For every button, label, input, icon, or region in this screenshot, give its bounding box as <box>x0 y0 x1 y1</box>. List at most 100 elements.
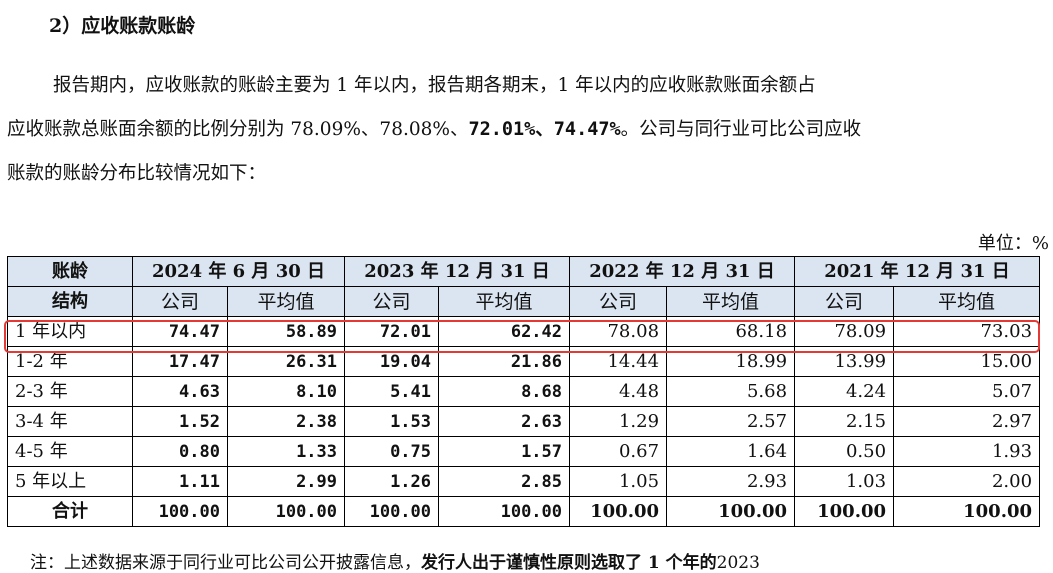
section-heading: 2）应收账款账龄 <box>49 15 196 37</box>
cell-c22: 4.48 <box>569 376 668 407</box>
row-label: 4-5 年 <box>7 436 133 467</box>
cell-a21: 2.00 <box>893 466 1041 497</box>
cell-a22: 2.93 <box>666 466 796 497</box>
sub-header-company: 公司 <box>569 286 668 317</box>
cell-c21: 0.50 <box>794 436 895 467</box>
footnote-text: 注：上述数据来源于同行业可比公司公开披露信息， <box>30 553 421 573</box>
cell-a23: 2.63 <box>438 406 571 437</box>
cell-c23: 1.26 <box>344 466 440 497</box>
cell-a21: 1.93 <box>893 436 1041 467</box>
cell-c22: 1.29 <box>569 406 668 437</box>
header-row-sub: 结构 公司 平均值 公司 平均值 公司 平均值 公司 平均值 <box>7 286 1041 317</box>
cell-c22: 0.67 <box>569 436 668 467</box>
cell-a22: 5.68 <box>666 376 796 407</box>
cell-c23: 0.75 <box>344 436 440 467</box>
cell-c22: 78.08 <box>569 316 668 347</box>
cell-a22: 2.57 <box>666 406 796 437</box>
cell-c23: 1.53 <box>344 406 440 437</box>
cell-a23: 2.85 <box>438 466 571 497</box>
table-row: 4-5 年 0.80 1.33 0.75 1.57 0.67 1.64 0.50 1.93 <box>7 436 1041 467</box>
cell-c21: 4.24 <box>794 376 895 407</box>
cell-c24: 100.00 <box>132 496 228 527</box>
table-row: 1-2 年 17.47 26.31 19.04 21.86 14.44 18.99 13.99… <box>7 346 1041 377</box>
table-row: 3-4 年 1.52 2.38 1.53 2.63 1.29 2.57 2.15 2.97 <box>7 406 1041 437</box>
sub-header-average: 平均值 <box>666 286 796 317</box>
cell-a24: 2.38 <box>226 406 346 437</box>
sub-header-average: 平均值 <box>893 286 1041 317</box>
sub-header-average: 平均值 <box>438 286 571 317</box>
cell-a21: 2.97 <box>893 406 1041 437</box>
cell-a22: 68.18 <box>666 316 796 347</box>
cell-a23: 1.57 <box>438 436 571 467</box>
cell-a23: 21.86 <box>438 346 571 377</box>
footnote-bold: 发行人出于谨慎性原则选取了 1 个年的 <box>421 553 717 573</box>
header-row-periods: 账龄 2024 年 6 月 30 日 2023 年 12 月 31 日 2022… <box>7 256 1041 287</box>
cell-c22: 14.44 <box>569 346 668 377</box>
cell-c22: 100.00 <box>569 496 668 527</box>
cell-c21: 2.15 <box>794 406 895 437</box>
row-label: 2-3 年 <box>7 376 133 407</box>
cell-a23: 8.68 <box>438 376 571 407</box>
cell-c23: 5.41 <box>344 376 440 407</box>
cell-c24: 0.80 <box>132 436 228 467</box>
row-label: 合计 <box>7 496 133 527</box>
cell-c23: 100.00 <box>344 496 440 527</box>
cell-a22: 1.64 <box>666 436 796 467</box>
aging-comparison-table: 账龄 2024 年 6 月 30 日 2023 年 12 月 31 日 2022… <box>7 256 1041 527</box>
cell-a24: 100.00 <box>226 496 346 527</box>
cell-c23: 72.01 <box>344 316 440 347</box>
paragraph-line-2-a: 应收账款总账面余额的比例分别为 78.09%、78.08%、 <box>7 119 469 140</box>
sub-header-company: 公司 <box>794 286 895 317</box>
cell-c21: 1.03 <box>794 466 895 497</box>
cell-c24: 1.52 <box>132 406 228 437</box>
table-row: 2-3 年 4.63 8.10 5.41 8.68 4.48 5.68 4.24 5.07 <box>7 376 1041 407</box>
paragraph-line-1: 报告期内，应收账款的账龄主要为 1 年以内，报告期各期末，1 年以内的应收账款账… <box>53 75 816 96</box>
cell-a24: 26.31 <box>226 346 346 377</box>
cell-a21: 5.07 <box>893 376 1041 407</box>
body-paragraph: 报告期内，应收账款的账龄主要为 1 年以内，报告期各期末，1 年以内的应收账款账… <box>7 64 1047 196</box>
cell-a24: 8.10 <box>226 376 346 407</box>
cell-c22: 1.05 <box>569 466 668 497</box>
cell-a22: 18.99 <box>666 346 796 377</box>
cell-a24: 58.89 <box>226 316 346 347</box>
cell-c24: 74.47 <box>132 316 228 347</box>
sub-header-company: 公司 <box>132 286 228 317</box>
cell-a23: 62.42 <box>438 316 571 347</box>
row-label: 1 年以内 <box>7 316 133 347</box>
cell-c21: 78.09 <box>794 316 895 347</box>
sub-header-average: 平均值 <box>226 286 346 317</box>
unit-label: 单位：% <box>977 233 1049 254</box>
cell-a21: 100.00 <box>893 496 1041 527</box>
period-header-2023: 2023 年 12 月 31 日 <box>344 256 571 287</box>
cell-a21: 73.03 <box>893 316 1041 347</box>
paragraph-line-3: 账款的账龄分布比较情况如下： <box>7 163 267 184</box>
cell-c21: 13.99 <box>794 346 895 377</box>
cell-c23: 19.04 <box>344 346 440 377</box>
footnote-tail: 2023 <box>716 553 760 573</box>
period-header-2024: 2024 年 6 月 30 日 <box>131 256 346 287</box>
cell-a24: 2.99 <box>226 466 346 497</box>
cell-a21: 15.00 <box>893 346 1041 377</box>
paragraph-line-2-bold: 72.01%、74.47% <box>468 119 621 140</box>
cell-c24: 4.63 <box>132 376 228 407</box>
period-header-2021: 2021 年 12 月 31 日 <box>794 256 1041 287</box>
cell-a23: 100.00 <box>438 496 571 527</box>
footnote: 注：上述数据来源于同行业可比公司公开披露信息，发行人出于谨慎性原则选取了 1 个… <box>30 548 760 573</box>
corner-header-2: 结构 <box>7 286 133 317</box>
cell-c24: 1.11 <box>132 466 228 497</box>
total-row: 合计 100.00 100.00 100.00 100.00 100.00 100.00 10… <box>7 496 1041 527</box>
sub-header-company: 公司 <box>344 286 440 317</box>
row-label: 1-2 年 <box>7 346 133 377</box>
paragraph-line-2-c: 。公司与同行业可比公司应收 <box>620 119 862 140</box>
table-row: 5 年以上 1.11 2.99 1.26 2.85 1.05 2.93 1.03 2.00 <box>7 466 1041 497</box>
row-label: 5 年以上 <box>7 466 133 497</box>
cell-c21: 100.00 <box>794 496 895 527</box>
corner-header-1: 账龄 <box>7 256 133 287</box>
cell-a24: 1.33 <box>226 436 346 467</box>
table-row: 1 年以内 74.47 58.89 72.01 62.42 78.08 68.18 78.09… <box>7 316 1041 347</box>
row-label: 3-4 年 <box>7 406 133 437</box>
paragraph-line-2: 应收账款总账面余额的比例分别为 78.09%、78.08%、72.01%、74.… <box>7 108 1047 152</box>
period-header-2022: 2022 年 12 月 31 日 <box>569 256 796 287</box>
cell-c24: 17.47 <box>132 346 228 377</box>
cell-a22: 100.00 <box>666 496 796 527</box>
